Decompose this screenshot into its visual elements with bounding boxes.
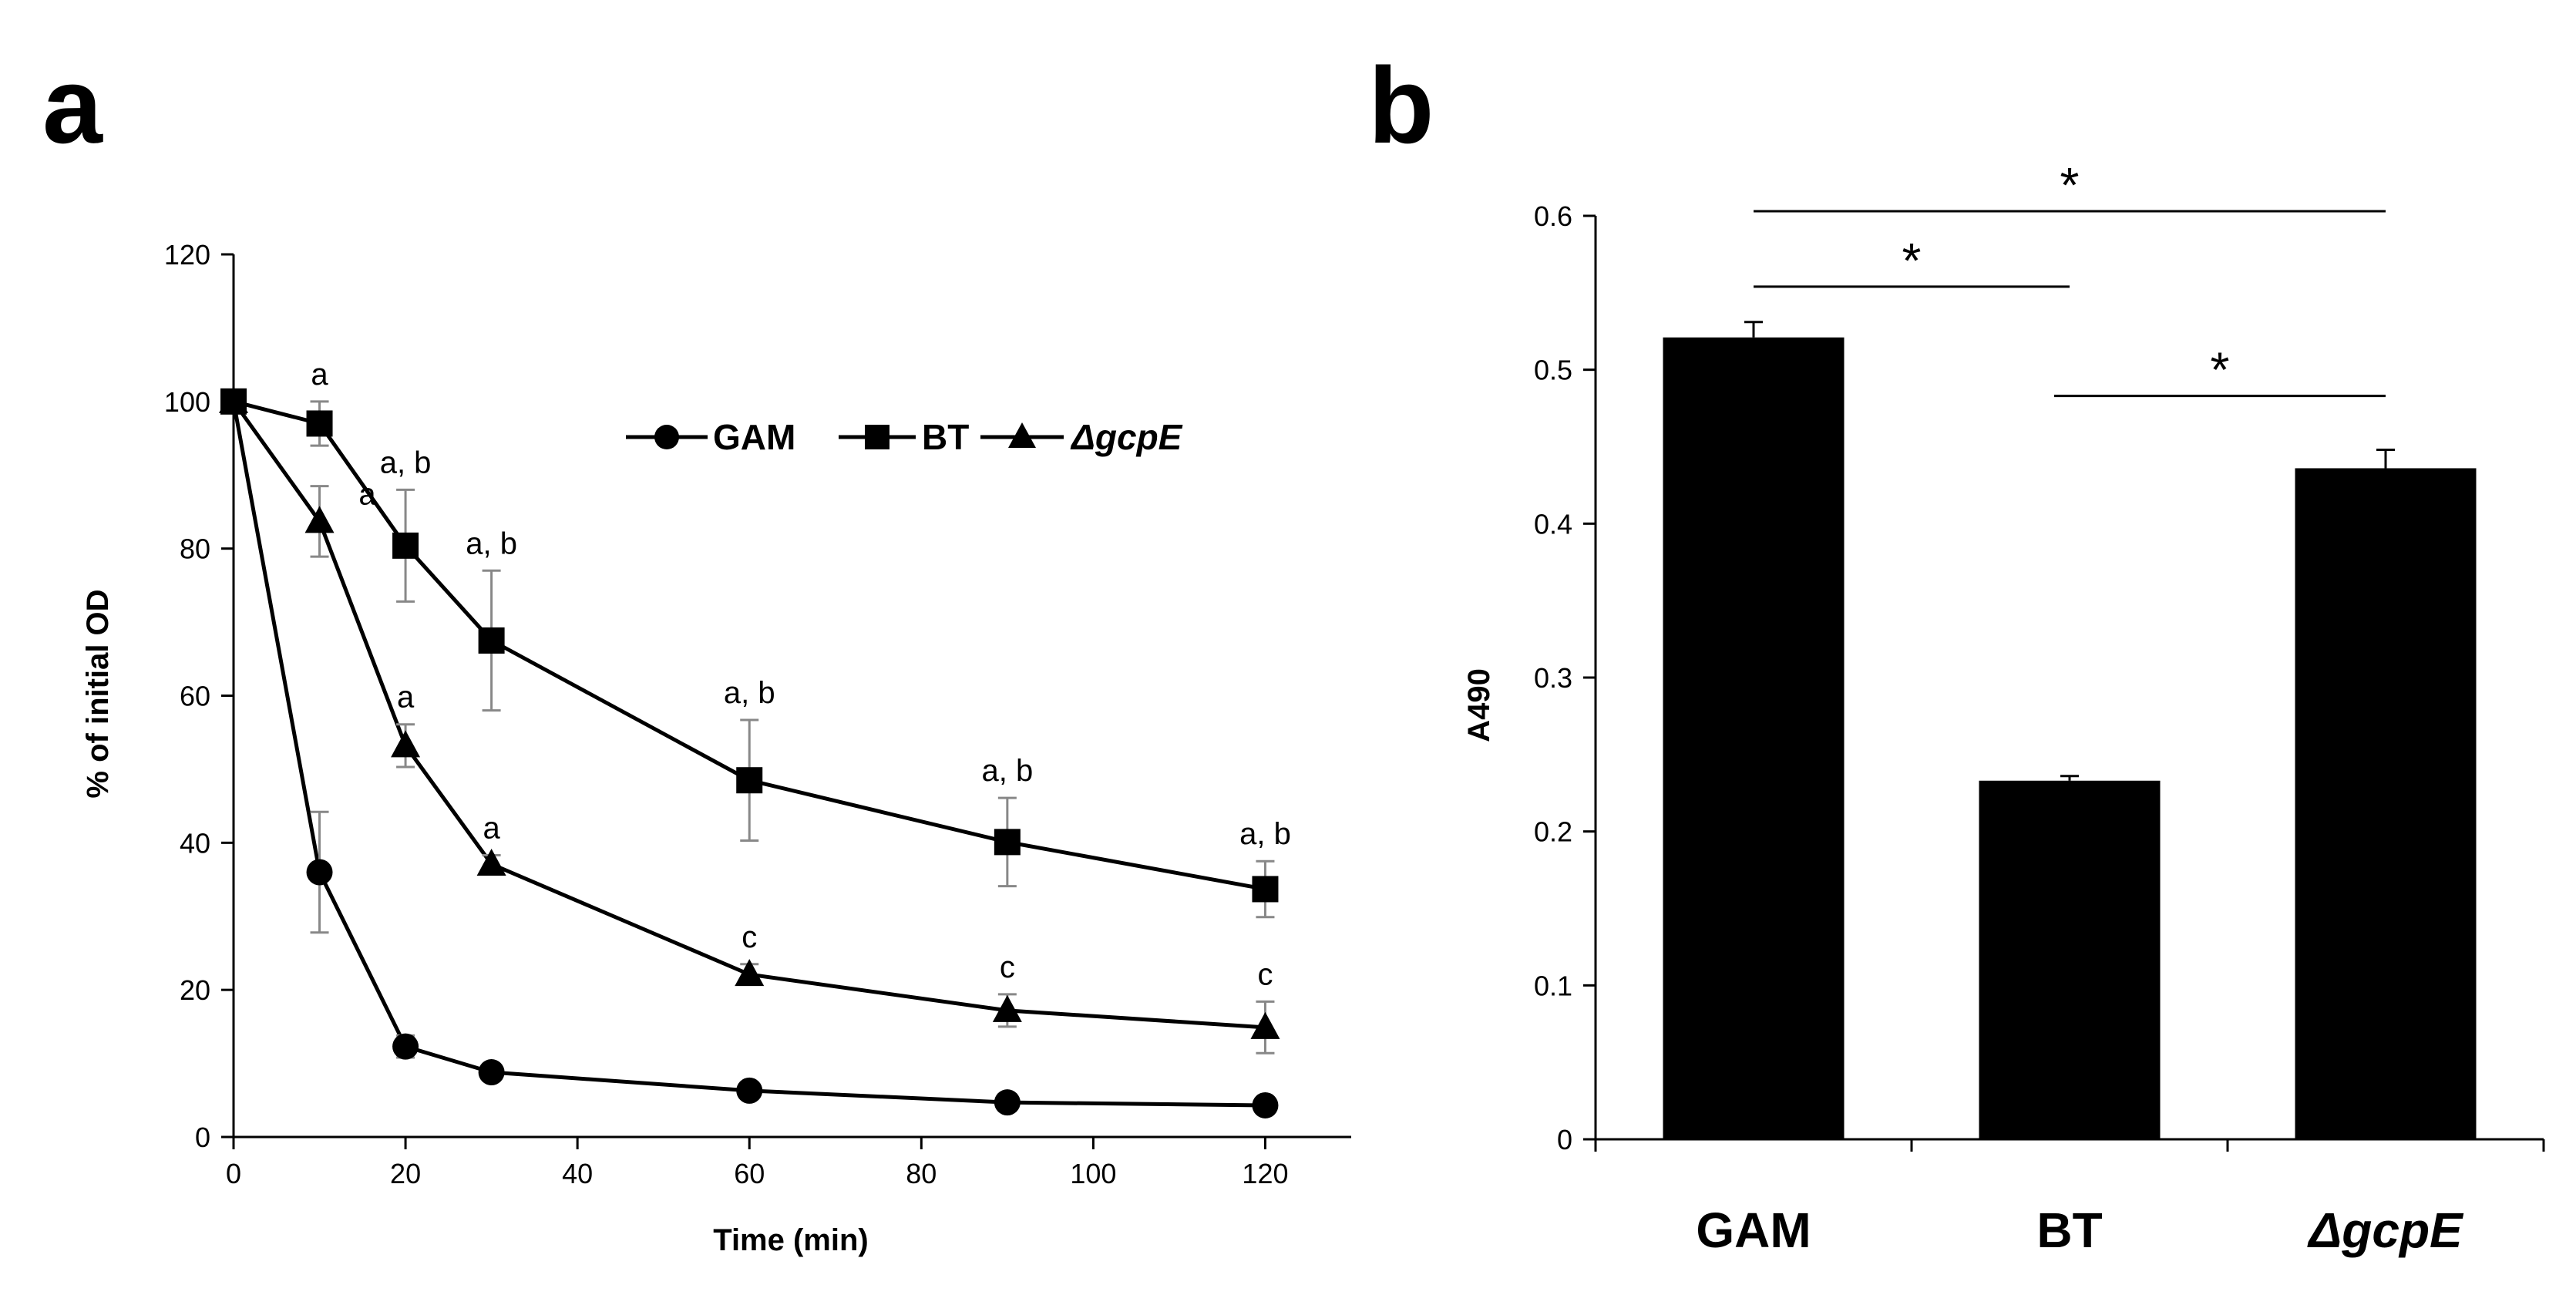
significance-star: * (2060, 157, 2080, 213)
x-tick-label: 20 (390, 1158, 421, 1189)
significance-annotation: a, b (981, 754, 1033, 788)
significance-annotation: a (358, 477, 376, 511)
significance-annotation: a, b (724, 676, 775, 710)
data-point (994, 1089, 1021, 1116)
bar-chart-panel-b: 0 0.1 0.2 0.3 0.4 0.5 0.6 GAM BT ΔgcpE * * * (1534, 157, 2545, 1258)
y-tick-label: 0.6 (1534, 200, 1572, 232)
legend: GAM BT ΔgcpE (626, 417, 1183, 457)
significance-annotation: a, b (380, 446, 432, 479)
data-point (736, 1077, 763, 1104)
y-tick-label: 0.1 (1534, 970, 1572, 1001)
series-gcpe: a a a c c c (219, 385, 1280, 1054)
category-label: ΔgcpE (2307, 1202, 2464, 1258)
panel-b-y-axis-title: A490 (1462, 668, 1496, 742)
panel-a-y-axis-title: % of initial OD (81, 589, 115, 798)
bar-gcpe (2295, 468, 2477, 1139)
y-tick-label: 0 (1557, 1124, 1572, 1155)
legend-entry-gcpe: ΔgcpE (980, 417, 1183, 457)
data-point (1250, 1011, 1280, 1039)
panel-a-x-axis-title: Time (min) (713, 1223, 869, 1257)
data-point (992, 994, 1022, 1022)
y-tick-label: 0.3 (1534, 662, 1572, 694)
legend-entry-gam: GAM (626, 417, 795, 457)
data-point (994, 829, 1021, 856)
x-tick-label: 120 (1242, 1158, 1288, 1189)
data-point (219, 385, 248, 413)
significance-annotation: c (742, 920, 757, 954)
data-point (735, 959, 765, 987)
data-point (478, 1059, 505, 1086)
panel-a-label: a (42, 45, 103, 166)
y-tick-label: 20 (180, 974, 210, 1006)
significance-annotation: a (397, 681, 415, 715)
x-tick-label: 0 (226, 1158, 241, 1189)
data-point (306, 410, 333, 437)
y-tick-label: 0 (195, 1122, 210, 1153)
data-point (306, 859, 333, 886)
panel-b-label: b (1368, 45, 1434, 166)
significance-annotation: a (311, 358, 328, 392)
legend-entry-bt: BT (839, 417, 969, 457)
data-point (304, 506, 335, 533)
category-label: BT (2036, 1202, 2102, 1258)
category-label: GAM (1696, 1202, 1811, 1258)
legend-label: BT (922, 417, 969, 457)
significance-annotation: c (1000, 950, 1015, 984)
significance-annotation: a, b (1239, 817, 1291, 851)
y-tick-label: 0.4 (1534, 508, 1572, 540)
legend-label: ΔgcpE (1070, 417, 1183, 457)
y-tick-label: 0.2 (1534, 816, 1572, 848)
y-tick-label: 0.5 (1534, 355, 1572, 386)
y-tick-label: 80 (180, 533, 210, 565)
x-tick-label: 100 (1070, 1158, 1116, 1189)
x-tick-label: 40 (562, 1158, 593, 1189)
data-point (1252, 876, 1279, 903)
legend-label: GAM (713, 417, 795, 457)
data-point (736, 767, 763, 794)
data-point (478, 627, 505, 654)
data-point (392, 1033, 419, 1060)
legend-marker (654, 425, 679, 449)
y-tick-label: 100 (164, 386, 210, 418)
significance-star: * (1902, 233, 1922, 288)
legend-marker (1008, 422, 1036, 448)
bar-gam (1663, 337, 1845, 1139)
data-point (476, 849, 506, 876)
y-tick-label: 120 (164, 239, 210, 271)
data-point (392, 532, 419, 559)
significance-annotation: c (1257, 957, 1273, 991)
legend-marker (865, 425, 889, 449)
y-tick-label: 60 (180, 681, 210, 712)
data-point (1252, 1092, 1279, 1118)
significance-annotation: a (483, 812, 500, 846)
data-point (391, 730, 421, 758)
x-tick-label: 60 (734, 1158, 765, 1189)
significance-annotation: a, b (466, 526, 517, 560)
x-tick-label: 80 (906, 1158, 937, 1189)
significance-star: * (2211, 342, 2230, 398)
bar-bt (1979, 780, 2161, 1139)
y-tick-label: 40 (180, 827, 210, 859)
